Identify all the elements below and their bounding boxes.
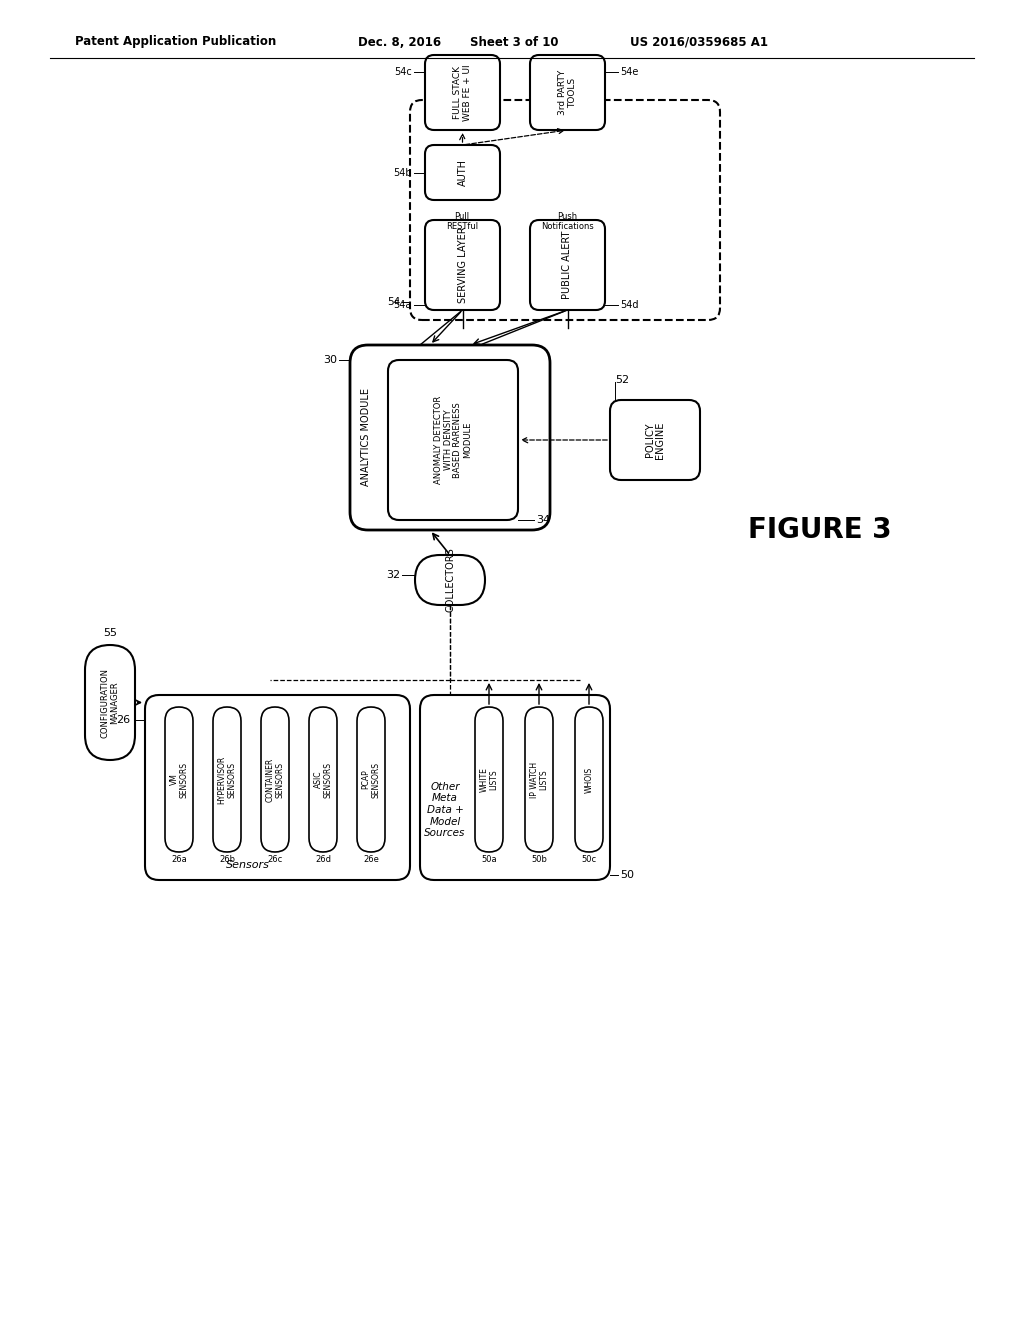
Text: 26a: 26a (171, 855, 186, 865)
Text: VM
SENSORS: VM SENSORS (170, 762, 188, 797)
Text: 26d: 26d (315, 855, 331, 865)
Text: ANOMALY DETECTOR
WITH DENSITY
BASED RARENESS
MODULE: ANOMALY DETECTOR WITH DENSITY BASED RARE… (434, 396, 472, 484)
Text: WHOIS: WHOIS (585, 767, 594, 792)
FancyBboxPatch shape (350, 345, 550, 531)
FancyBboxPatch shape (610, 400, 700, 480)
Text: 30: 30 (323, 355, 337, 366)
Text: WHITE
LISTS: WHITE LISTS (479, 767, 499, 792)
Text: CONFIGURATION
MANAGER: CONFIGURATION MANAGER (100, 668, 120, 738)
Text: SERVING LAYER: SERVING LAYER (458, 227, 468, 304)
Text: 50c: 50c (582, 855, 597, 865)
Text: 54: 54 (387, 297, 400, 308)
Text: COLLECTORS: COLLECTORS (445, 548, 455, 612)
FancyBboxPatch shape (85, 645, 135, 760)
FancyBboxPatch shape (475, 708, 503, 851)
FancyBboxPatch shape (261, 708, 289, 851)
FancyBboxPatch shape (425, 220, 500, 310)
Text: 26e: 26e (364, 855, 379, 865)
FancyBboxPatch shape (388, 360, 518, 520)
Text: 50a: 50a (481, 855, 497, 865)
Text: Sheet 3 of 10: Sheet 3 of 10 (470, 36, 558, 49)
FancyBboxPatch shape (357, 708, 385, 851)
Text: 54d: 54d (620, 300, 639, 310)
Text: 54a: 54a (393, 300, 412, 310)
Text: US 2016/0359685 A1: US 2016/0359685 A1 (630, 36, 768, 49)
Text: Patent Application Publication: Patent Application Publication (75, 36, 276, 49)
Text: 50b: 50b (531, 855, 547, 865)
Text: Sensors: Sensors (225, 861, 269, 870)
Text: 52: 52 (615, 375, 629, 385)
Text: Other
Meta
Data +
Model
Sources: Other Meta Data + Model Sources (424, 781, 466, 838)
Text: CONTAINER
SENSORS: CONTAINER SENSORS (265, 758, 285, 801)
Text: IP WATCH
LISTS: IP WATCH LISTS (529, 762, 548, 797)
FancyBboxPatch shape (415, 554, 485, 605)
FancyBboxPatch shape (213, 708, 241, 851)
Text: HYPERVISOR
SENSORS: HYPERVISOR SENSORS (218, 755, 237, 804)
Text: 34: 34 (536, 515, 550, 525)
Text: ASIC
SENSORS: ASIC SENSORS (313, 762, 333, 797)
FancyBboxPatch shape (145, 696, 410, 880)
Text: 26c: 26c (267, 855, 283, 865)
Text: 3rd PARTY
TOOLS: 3rd PARTY TOOLS (558, 70, 577, 115)
FancyBboxPatch shape (425, 145, 500, 201)
FancyBboxPatch shape (575, 708, 603, 851)
Text: POLICY
ENGINE: POLICY ENGINE (644, 421, 666, 458)
Text: 50: 50 (620, 870, 634, 880)
Text: 54c: 54c (394, 67, 412, 77)
Text: Push
Notifications: Push Notifications (541, 213, 593, 231)
FancyBboxPatch shape (525, 708, 553, 851)
FancyBboxPatch shape (425, 55, 500, 129)
Text: 26b: 26b (219, 855, 234, 865)
FancyBboxPatch shape (410, 100, 720, 319)
Text: 32: 32 (386, 570, 400, 579)
Text: 54e: 54e (620, 67, 638, 77)
Text: Dec. 8, 2016: Dec. 8, 2016 (358, 36, 441, 49)
Text: PCAP
SENSORS: PCAP SENSORS (361, 762, 380, 797)
FancyBboxPatch shape (165, 708, 193, 851)
Text: Pull
RESTful: Pull RESTful (445, 213, 478, 231)
Text: ANALYTICS MODULE: ANALYTICS MODULE (361, 388, 371, 487)
FancyBboxPatch shape (530, 220, 605, 310)
Text: 26: 26 (116, 715, 130, 725)
Text: FULL STACK
WEB FE + UI: FULL STACK WEB FE + UI (454, 65, 472, 121)
Text: PUBLIC ALERT: PUBLIC ALERT (562, 231, 572, 300)
FancyBboxPatch shape (309, 708, 337, 851)
Text: 55: 55 (103, 628, 117, 638)
FancyBboxPatch shape (530, 55, 605, 129)
FancyBboxPatch shape (420, 696, 610, 880)
Text: FIGURE 3: FIGURE 3 (749, 516, 892, 544)
Text: 54b: 54b (393, 168, 412, 178)
Text: AUTH: AUTH (458, 158, 468, 186)
